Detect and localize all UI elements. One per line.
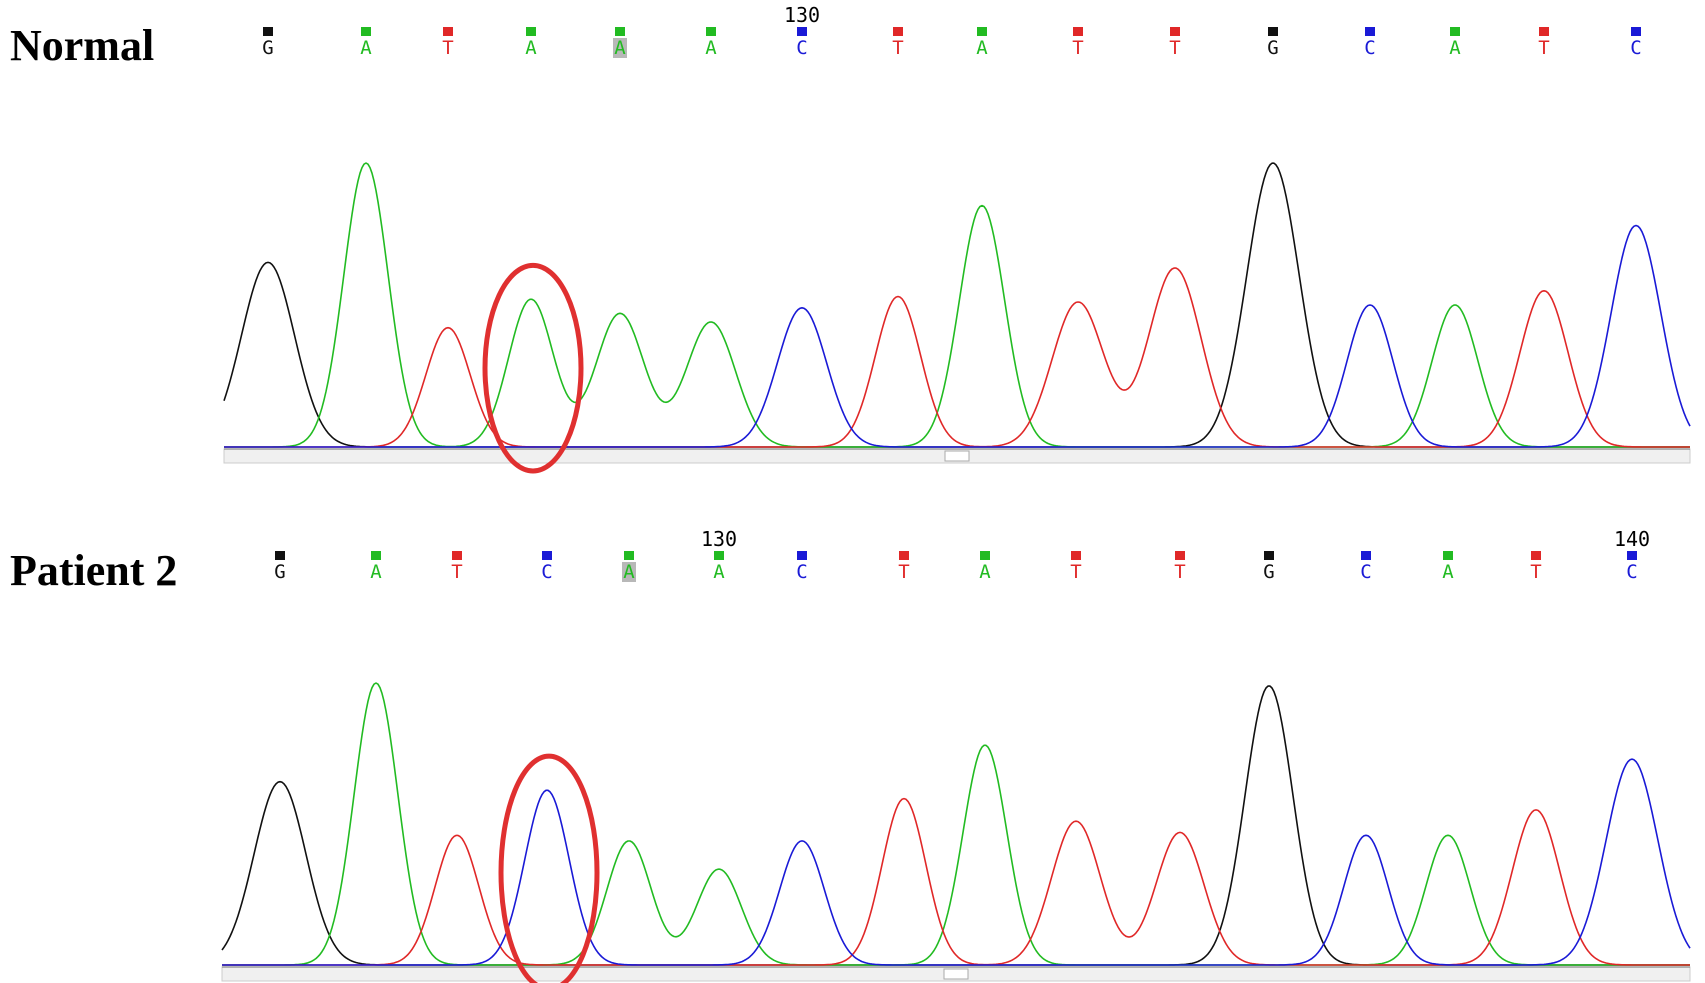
- base-call-letter: T: [1169, 37, 1180, 59]
- base-quality-marker: [1361, 551, 1371, 560]
- position-number: 140: [1614, 527, 1650, 551]
- base-quality-marker: [263, 27, 273, 36]
- trace-g: [223, 162, 1690, 448]
- base-call-letter: A: [705, 37, 717, 59]
- base-quality-marker: [714, 551, 724, 560]
- trace-a: [222, 682, 1690, 966]
- scroll-thumb[interactable]: [943, 968, 969, 980]
- base-quality-marker: [1170, 27, 1180, 36]
- base-quality-marker: [1631, 27, 1641, 36]
- base-quality-marker: [1073, 27, 1083, 36]
- base-call-letter: A: [1442, 561, 1454, 583]
- base-call-letter: A: [370, 561, 382, 583]
- base-call-letter: T: [1072, 37, 1083, 59]
- base-call-letter: A: [1449, 37, 1461, 59]
- base-call-letter: C: [796, 37, 807, 59]
- base-quality-marker: [443, 27, 453, 36]
- base-quality-marker: [1627, 551, 1637, 560]
- base-call-letter: C: [1626, 561, 1637, 583]
- base-quality-marker: [1175, 551, 1185, 560]
- base-call-letter: T: [1174, 561, 1185, 583]
- base-call-letter: T: [898, 561, 909, 583]
- base-quality-marker: [706, 27, 716, 36]
- base-call-letter: A: [360, 37, 372, 59]
- base-quality-marker: [1450, 27, 1460, 36]
- base-call-letter: T: [1538, 37, 1549, 59]
- position-number: 130: [784, 3, 820, 27]
- base-call-letter: A: [525, 37, 537, 59]
- base-call-letter: T: [451, 561, 462, 583]
- base-call-letter: C: [1630, 37, 1641, 59]
- trace-t: [222, 797, 1690, 966]
- base-call-letter: G: [262, 37, 273, 59]
- base-quality-marker: [977, 27, 987, 36]
- base-quality-marker: [1365, 27, 1375, 36]
- normal-panel: Normal G A T A A A C T A T T G C A T C 130: [10, 3, 1691, 474]
- base-quality-marker: [893, 27, 903, 36]
- base-quality-marker: [797, 551, 807, 560]
- base-call-letter: A: [979, 561, 991, 583]
- base-quality-marker: [1531, 551, 1541, 560]
- base-quality-marker: [1539, 27, 1549, 36]
- base-call-letter: T: [1070, 561, 1081, 583]
- base-call-letter: A: [976, 37, 988, 59]
- base-call-letter: C: [541, 561, 552, 583]
- base-call-letter: C: [796, 561, 807, 583]
- base-call-letter: A: [623, 561, 635, 583]
- trace-t: [224, 267, 1690, 448]
- base-quality-marker: [797, 27, 807, 36]
- trace-a: [224, 162, 1690, 448]
- base-quality-marker: [1264, 551, 1274, 560]
- base-shading: [622, 562, 636, 582]
- base-quality-marker: [1443, 551, 1453, 560]
- base-quality-marker: [624, 551, 634, 560]
- base-quality-marker: [899, 551, 909, 560]
- base-call-letter: T: [1530, 561, 1541, 583]
- base-quality-marker: [615, 27, 625, 36]
- base-quality-marker: [371, 551, 381, 560]
- base-call-letter: T: [892, 37, 903, 59]
- base-call-letter: G: [1267, 37, 1278, 59]
- base-shading: [613, 38, 627, 58]
- trace-c: [224, 224, 1691, 448]
- base-call-letter: C: [1364, 37, 1375, 59]
- patient-2-panel: Patient 2 G A T C A A C T A T T G C A T C 130 140: [10, 527, 1691, 983]
- base-quality-marker: [542, 551, 552, 560]
- base-quality-marker: [275, 551, 285, 560]
- base-quality-marker: [526, 27, 536, 36]
- base-call-letter: T: [442, 37, 453, 59]
- variant-highlight-circle: [482, 262, 584, 474]
- panel-title-patient-2: Patient 2: [10, 546, 177, 595]
- variant-highlight-circle: [498, 753, 600, 983]
- base-quality-marker: [452, 551, 462, 560]
- trace-c: [222, 758, 1691, 966]
- base-call-letter: C: [1360, 561, 1371, 583]
- base-call-letter: G: [1263, 561, 1274, 583]
- base-quality-marker: [1268, 27, 1278, 36]
- scroll-thumb[interactable]: [944, 450, 970, 462]
- panel-title-normal: Normal: [10, 21, 154, 70]
- base-quality-marker: [1071, 551, 1081, 560]
- base-quality-marker: [980, 551, 990, 560]
- base-quality-marker: [361, 27, 371, 36]
- base-call-letter: G: [274, 561, 285, 583]
- position-number: 130: [701, 527, 737, 551]
- trace-g: [221, 685, 1690, 966]
- base-call-letter: A: [713, 561, 725, 583]
- base-call-letter: A: [614, 37, 626, 59]
